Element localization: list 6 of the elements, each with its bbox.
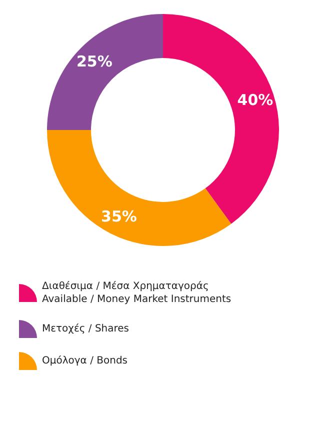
legend-label: Ομόλογα / Bonds — [42, 356, 128, 366]
legend-label: Μετοχές / Shares — [42, 324, 130, 334]
data-label: 35% — [101, 207, 137, 226]
legend-label: Διαθέσιμα / Μέσα Χρηματαγοράς Available / Money Market Instruments — [42, 281, 232, 305]
data-label: 40% — [237, 91, 274, 110]
data-label: 25% — [76, 52, 112, 70]
